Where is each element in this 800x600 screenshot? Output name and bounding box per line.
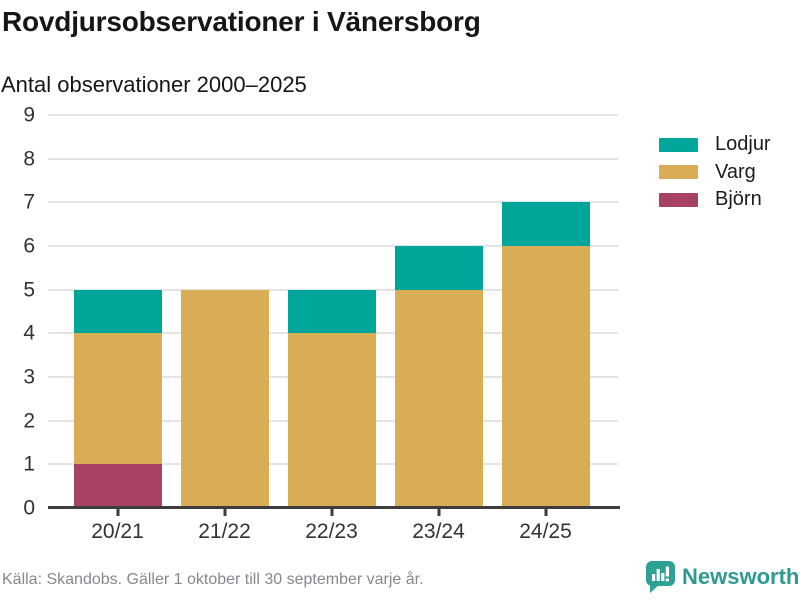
- bar-segment-varg: [394, 289, 483, 508]
- chart-title: Rovdjursobservationer i Vänersborg: [2, 6, 481, 37]
- x-tick-label: 23/24: [412, 520, 465, 543]
- x-tick: [437, 508, 440, 516]
- y-tick-label: 6: [23, 234, 35, 258]
- bar-segment-varg: [501, 246, 590, 508]
- gridline-y6: [48, 245, 618, 248]
- y-tick-label: 3: [23, 365, 35, 389]
- gridline-y9: [48, 114, 618, 116]
- bar-segment-varg: [287, 333, 376, 508]
- x-tick-label: 21/22: [198, 520, 251, 543]
- bar-segment-lodjur: [394, 246, 483, 290]
- x-tick: [544, 508, 547, 516]
- legend-item-varg: Varg: [659, 159, 771, 187]
- x-tick-label: 22/23: [305, 520, 358, 543]
- bar-segment-lodjur: [287, 289, 376, 334]
- y-tick-label: 0: [23, 496, 35, 520]
- gridline-y5: [48, 288, 618, 291]
- gridline-y7: [48, 201, 618, 204]
- legend-swatch-lodjur: [659, 137, 698, 152]
- x-tick: [116, 508, 119, 516]
- bar-segment-lodjur: [501, 202, 590, 247]
- y-tick-label: 2: [23, 409, 35, 433]
- legend-label: Varg: [715, 160, 756, 183]
- plot-area: 0 1 2 3 4 5 6 7 8 9 20/21 21/22 22/23 23/24 24/25: [23, 105, 620, 543]
- y-tick-label: 8: [23, 147, 35, 171]
- x-tick-label: 24/25: [519, 520, 572, 543]
- legend-item-lodjur: Lodjur: [659, 131, 771, 159]
- y-tick-label: 5: [23, 278, 35, 302]
- legend-item-bjorn: Björn: [659, 186, 771, 214]
- source-note: Källa: Skandobs. Gäller 1 oktober till 3…: [2, 571, 424, 588]
- bar-segment-varg: [180, 289, 269, 508]
- x-tick: [223, 508, 226, 516]
- y-tick-label: 1: [23, 452, 35, 476]
- newsworthy-wordmark: Newsworthy: [682, 564, 800, 589]
- legend-swatch-bjorn: [659, 192, 698, 207]
- legend-label: Björn: [715, 188, 762, 211]
- chart-subtitle: Antal observationer 2000–2025: [1, 72, 307, 97]
- legend-label: Lodjur: [715, 133, 771, 156]
- y-tick-label: 7: [23, 190, 35, 214]
- y-tick-label: 4: [23, 321, 35, 345]
- x-tick-label: 20/21: [91, 520, 144, 543]
- bar-segment-varg: [73, 333, 162, 465]
- x-tick: [330, 508, 333, 516]
- gridline-y8: [48, 157, 618, 160]
- bar-segment-lodjur: [73, 289, 162, 334]
- y-tick-label: 9: [23, 103, 35, 127]
- newsworthy-logo-icon: [646, 561, 675, 593]
- legend: Lodjur Varg Björn: [659, 131, 771, 214]
- bar-segment-bjorn: [73, 464, 162, 508]
- newsworthy-brand[interactable]: Newsworthy: [645, 560, 800, 594]
- legend-swatch-varg: [659, 165, 698, 180]
- x-axis-line: [48, 506, 620, 509]
